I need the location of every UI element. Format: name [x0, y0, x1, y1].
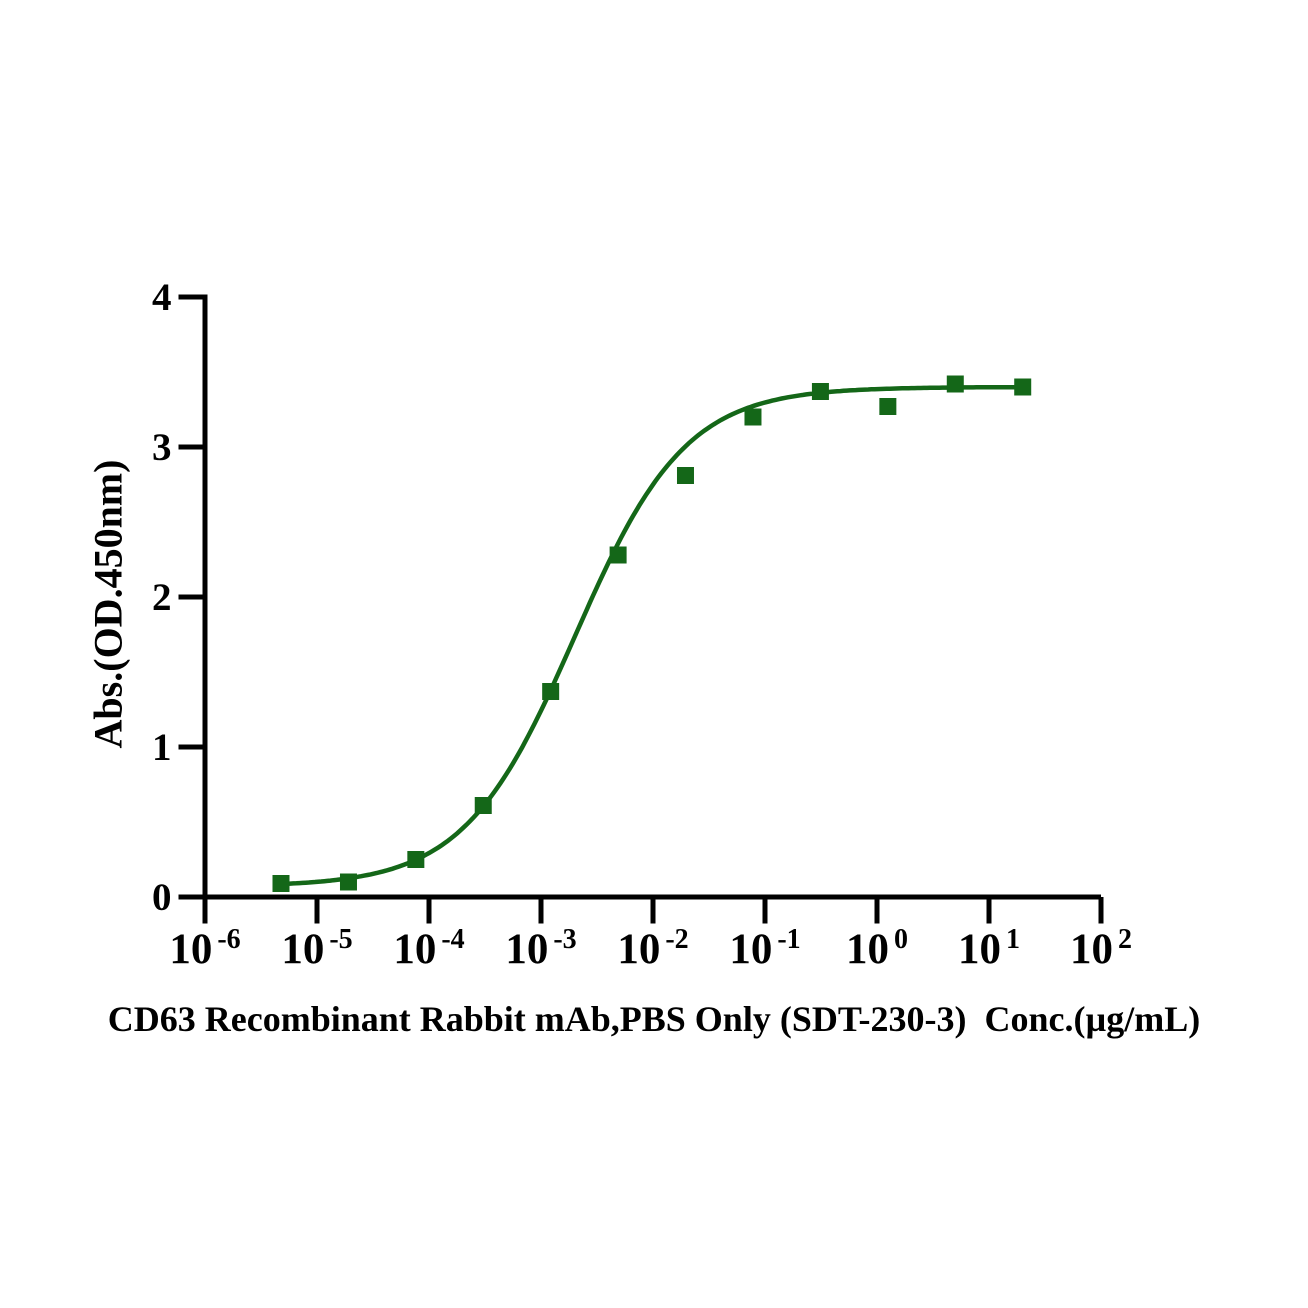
x-axis-title: CD63 Recombinant Rabbit mAb,PBS Only (SD… — [107, 999, 1201, 1039]
data-point-marker — [339, 873, 357, 891]
x-tick-label: 10 -2 — [617, 924, 688, 973]
data-point-marker — [474, 797, 492, 814]
y-tick-label: 0 — [152, 876, 172, 919]
x-tick-label: 10 -4 — [393, 924, 464, 973]
data-point-marker — [407, 851, 425, 868]
data-point-marker — [609, 546, 627, 564]
y-tick-label: 4 — [152, 276, 172, 319]
y-tick-label: 3 — [152, 426, 172, 469]
x-tick-label: 10 -6 — [169, 924, 240, 973]
data-point-marker — [1014, 378, 1032, 396]
data-point-marker — [879, 398, 897, 415]
data-point-marker — [676, 467, 694, 484]
fit-curve — [280, 384, 1023, 887]
data-point-marker — [272, 875, 290, 892]
data-point-marker — [811, 383, 829, 400]
x-tick-label: 10 0 — [846, 924, 908, 973]
data-point-marker — [946, 375, 964, 393]
x-tick-label: 10 1 — [958, 924, 1020, 973]
y-axis-title: Abs.(OD.450nm) — [85, 459, 131, 749]
y-tick-label: 1 — [152, 726, 172, 769]
x-tick-label: 10 -3 — [505, 924, 576, 973]
data-point-marker — [744, 408, 762, 426]
x-tick-label: 10 -1 — [729, 924, 800, 973]
data-point-marker — [542, 683, 560, 700]
x-tick-label: 10 2 — [1070, 924, 1132, 973]
x-tick-label: 10 -5 — [281, 924, 352, 973]
y-tick-label: 2 — [152, 576, 172, 619]
